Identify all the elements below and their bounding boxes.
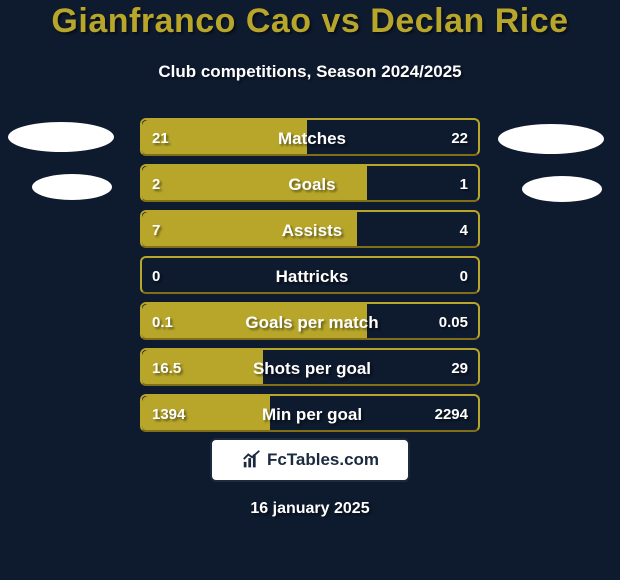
stat-label: Hattricks bbox=[142, 258, 480, 294]
stat-row: 0Hattricks0 bbox=[140, 256, 480, 294]
stat-label: Matches bbox=[142, 120, 480, 156]
stat-value-right: 22 bbox=[451, 120, 468, 156]
stat-row: 21Matches22 bbox=[140, 118, 480, 156]
comparison-infographic: Gianfranco Cao vs Declan Rice Club compe… bbox=[0, 0, 620, 580]
stat-value-right: 1 bbox=[460, 166, 468, 202]
chart-icon bbox=[241, 449, 263, 471]
stat-value-right: 4 bbox=[460, 212, 468, 248]
stat-value-right: 0.05 bbox=[439, 304, 468, 340]
stat-label: Goals per match bbox=[142, 304, 480, 340]
stat-row: 16.5Shots per goal29 bbox=[140, 348, 480, 386]
stat-value-right: 0 bbox=[460, 258, 468, 294]
stat-row: 7Assists4 bbox=[140, 210, 480, 248]
stat-value-right: 29 bbox=[451, 350, 468, 386]
comparison-stats: 21Matches22 2Goals1 7Assists4 0Hattricks0 0.… bbox=[140, 118, 480, 440]
player-right-logo-2 bbox=[522, 176, 602, 202]
stat-row: 0.1Goals per match0.05 bbox=[140, 302, 480, 340]
source-badge: FcTables.com bbox=[210, 438, 410, 482]
player-left-logo-1 bbox=[8, 122, 114, 152]
stat-row: 2Goals1 bbox=[140, 164, 480, 202]
player-left-logo-2 bbox=[32, 174, 112, 200]
subtitle: Club competitions, Season 2024/2025 bbox=[0, 62, 620, 82]
player-right-logo-1 bbox=[498, 124, 604, 154]
stat-value-right: 2294 bbox=[435, 396, 468, 432]
stat-row: 1394Min per goal2294 bbox=[140, 394, 480, 432]
stat-label: Assists bbox=[142, 212, 480, 248]
stat-label: Min per goal bbox=[142, 396, 480, 432]
stat-label: Goals bbox=[142, 166, 480, 202]
source-badge-text: FcTables.com bbox=[267, 450, 379, 470]
stat-label: Shots per goal bbox=[142, 350, 480, 386]
date: 16 january 2025 bbox=[0, 500, 620, 518]
page-title: Gianfranco Cao vs Declan Rice bbox=[0, 2, 620, 41]
